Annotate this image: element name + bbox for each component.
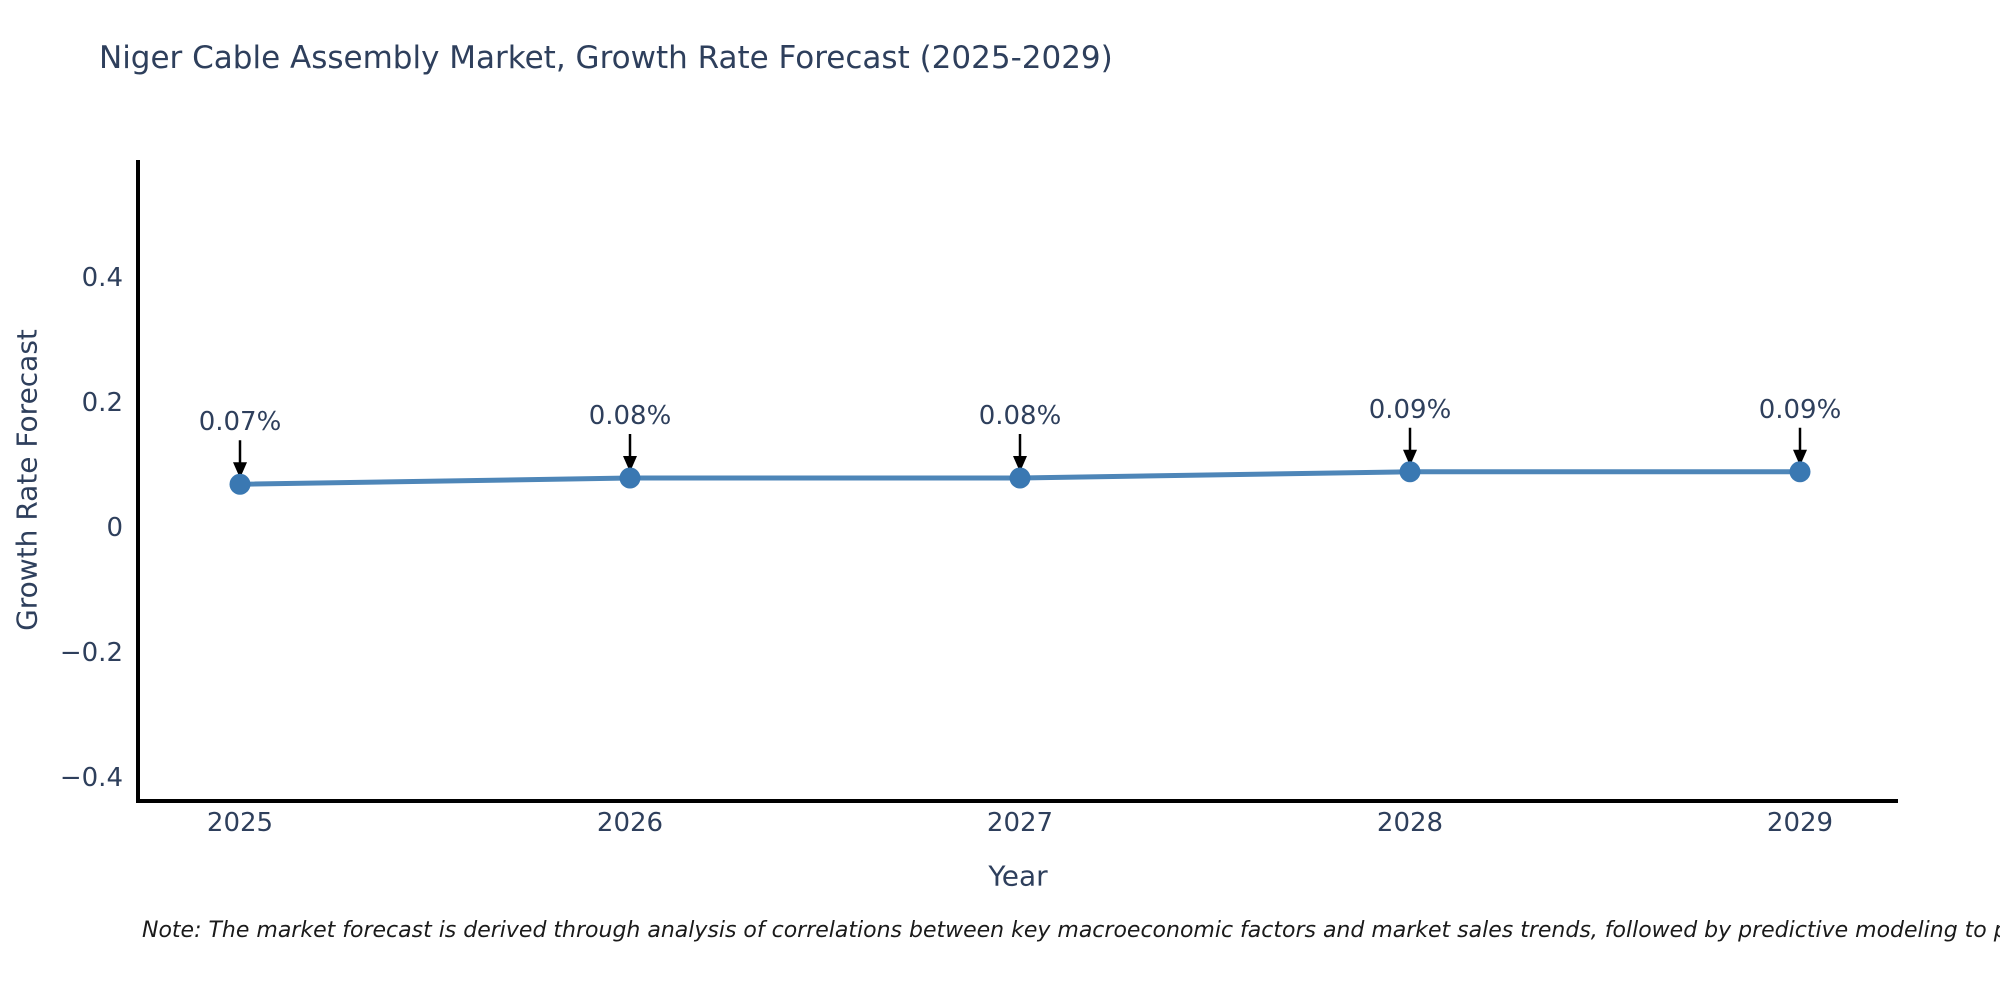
- annotation-arrow-head: [1793, 449, 1807, 466]
- x-tick-2026: 2026: [596, 808, 664, 838]
- data-point-2026: [619, 467, 641, 489]
- footnote: Note: The market forecast is derived thr…: [142, 918, 2000, 943]
- data-point-2025: [229, 473, 251, 495]
- y-tick-0: 0: [106, 513, 123, 543]
- y-tick-0.4: 0.4: [81, 263, 123, 293]
- annotation-arrow-head: [1013, 456, 1027, 472]
- data-point-2029: [1789, 461, 1811, 483]
- y-tick-−0.4: −0.4: [59, 763, 123, 793]
- data-point-2027: [1009, 467, 1031, 489]
- annotation-arrow-head: [1403, 449, 1417, 466]
- annotation-arrow-head: [233, 462, 247, 479]
- y-tick-0.2: 0.2: [81, 388, 123, 418]
- x-tick-2028: 2028: [1376, 808, 1444, 838]
- chart-title: Niger Cable Assembly Market, Growth Rate…: [99, 40, 1113, 76]
- x-axis-title: Year: [988, 859, 1048, 893]
- x-tick-2025: 2025: [206, 808, 274, 838]
- point-label-2028: 0.09%: [1368, 394, 1452, 425]
- data-point-2028: [1399, 461, 1421, 483]
- point-label-2025: 0.07%: [198, 407, 282, 438]
- x-tick-2029: 2029: [1766, 808, 1834, 838]
- annotation-arrow-head: [623, 456, 637, 472]
- point-label-2027: 0.08%: [978, 401, 1062, 431]
- point-label-2026: 0.08%: [588, 401, 672, 431]
- y-tick-−0.2: −0.2: [59, 638, 123, 668]
- point-label-2029: 0.09%: [1758, 394, 1842, 425]
- x-tick-2027: 2027: [986, 808, 1054, 838]
